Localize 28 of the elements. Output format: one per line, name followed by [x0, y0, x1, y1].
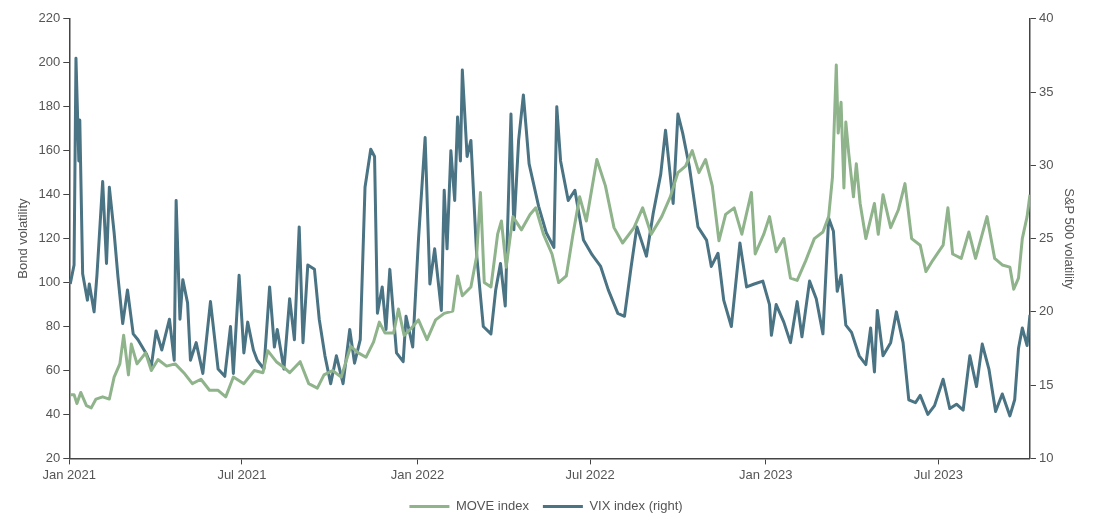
x-tick-label: Jul 2021: [217, 466, 267, 482]
legend-label: VIX index (right): [589, 498, 683, 514]
y2-tick-label: 20: [1038, 303, 1054, 319]
x-tick-label: Jan 2023: [738, 466, 793, 482]
y-tick-label: 20: [45, 449, 61, 465]
y2-tick-label: 10: [1038, 449, 1054, 465]
x-tick-label: Jul 2022: [565, 466, 615, 482]
y-tick-label: 80: [45, 318, 61, 334]
y2-tick-label: 30: [1038, 156, 1054, 172]
y2-tick-label: 25: [1038, 230, 1054, 246]
y2-tick-label: 35: [1038, 83, 1054, 99]
y-axis-title: Bond volatility: [15, 198, 31, 279]
y-tick-label: 140: [38, 186, 61, 202]
y-tick-label: 200: [38, 54, 61, 70]
y-tick-label: 40: [45, 406, 61, 422]
x-tick-label: Jan 2021: [42, 466, 97, 482]
y2-tick-label: 40: [1038, 10, 1054, 26]
y-tick-label: 60: [45, 362, 61, 378]
y2-axis-title: S&P 500 volatility: [1061, 188, 1077, 290]
y-tick-label: 220: [38, 10, 61, 26]
x-tick-label: Jan 2022: [390, 466, 445, 482]
y-tick-label: 100: [38, 274, 61, 290]
y-tick-label: 160: [38, 142, 61, 158]
legend-label: MOVE index: [455, 498, 530, 514]
x-tick-label: Jul 2023: [913, 466, 963, 482]
y2-tick-label: 15: [1038, 376, 1054, 392]
y-tick-label: 120: [38, 230, 61, 246]
y-tick-label: 180: [38, 98, 61, 114]
